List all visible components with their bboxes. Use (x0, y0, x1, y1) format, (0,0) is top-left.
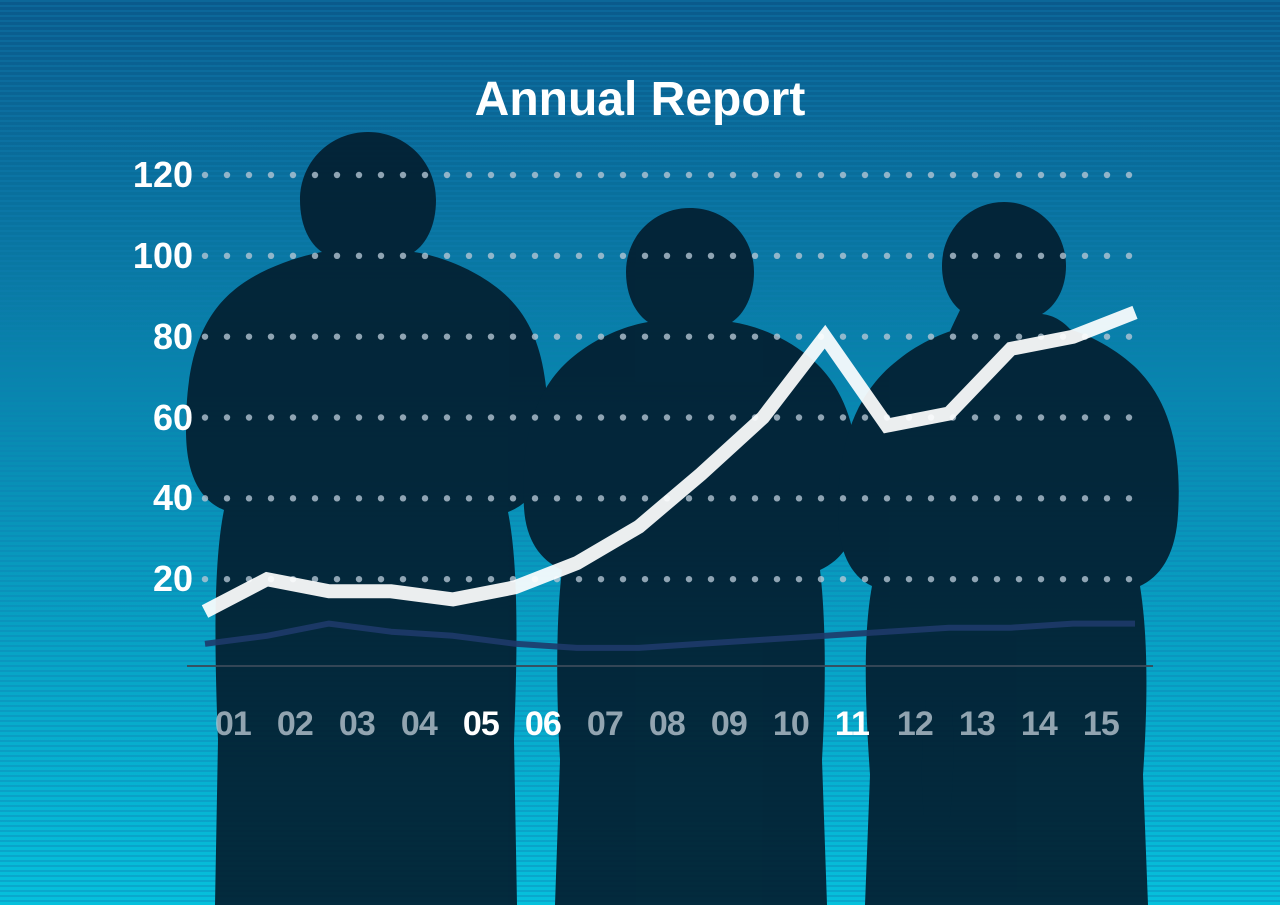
annual-report-graphic: Annual Report 20406080100120 01020304050… (0, 0, 1280, 905)
line-chart (0, 0, 1280, 905)
